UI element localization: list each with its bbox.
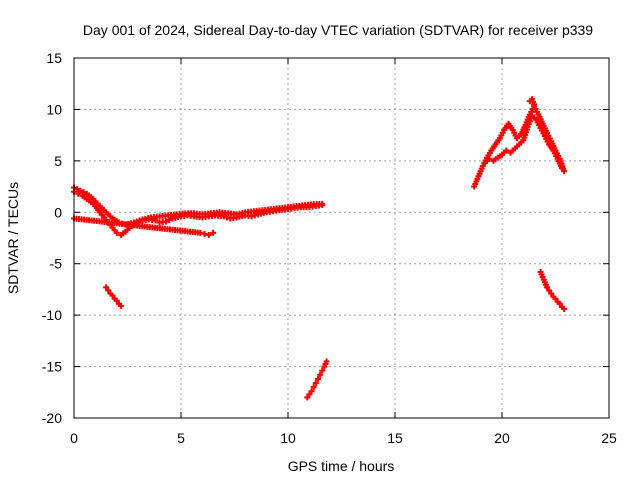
x-tick-label: 25 xyxy=(601,430,617,446)
data-point-arc-3 xyxy=(312,380,319,387)
data-point-arc-4 xyxy=(561,168,568,175)
data-point-arc-5 xyxy=(543,284,550,291)
data-point-arc-1 xyxy=(113,229,120,236)
data-point-arc-1-extra xyxy=(197,229,204,236)
axis-ticks xyxy=(73,57,610,419)
data-point-arc-3 xyxy=(310,384,317,391)
y-tick-label: 10 xyxy=(46,101,62,117)
data-marker-arc-1-upper xyxy=(80,189,87,196)
y-tick-label: -10 xyxy=(42,307,62,323)
data-markers xyxy=(71,96,568,401)
data-point-arc-2 xyxy=(109,292,116,299)
data-point-arc-1-extra xyxy=(210,229,217,236)
data-point-arc-2 xyxy=(118,302,125,309)
data-point-arc-4-inner xyxy=(503,147,510,154)
data-point-arc-3 xyxy=(317,371,324,378)
y-tick-label: 0 xyxy=(54,204,62,220)
data-point-arc-2 xyxy=(103,284,110,291)
y-axis-tick-labels: -20 -15 -10 -5 0 5 10 15 xyxy=(42,50,62,426)
x-tick-label: 15 xyxy=(387,430,403,446)
data-point-arc-1-upper xyxy=(319,201,326,208)
data-point-arc-1 xyxy=(220,213,227,220)
data-point-arc-1 xyxy=(163,218,170,225)
x-axis-label: GPS time / hours xyxy=(288,458,395,474)
data-point-arc-5 xyxy=(552,295,559,302)
data-point-arc-5 xyxy=(556,300,563,307)
data-point-arc-1-extra xyxy=(205,231,212,238)
y-tick-label: 5 xyxy=(54,153,62,169)
data-point-arc-3 xyxy=(308,388,315,395)
chart-title: Day 001 of 2024, Sidereal Day-to-day VTE… xyxy=(83,22,593,38)
data-point-arc-1 xyxy=(75,190,82,197)
data-point-arc-5 xyxy=(548,290,555,297)
y-axis-label: SDTVAR / TECUs xyxy=(5,182,21,294)
data-point-arc-3 xyxy=(304,394,311,401)
data-point-arc-4-spike xyxy=(531,101,538,108)
data-point-arc-4-inner xyxy=(558,165,565,172)
x-tick-label: 0 xyxy=(70,430,78,446)
data-point-arc-2 xyxy=(105,287,112,294)
data-marker-arc-1 xyxy=(166,217,173,223)
x-tick-label: 10 xyxy=(280,430,296,446)
data-point-arc-1-upper xyxy=(77,187,84,194)
data-point-arc-5 xyxy=(546,287,553,294)
y-tick-label: -20 xyxy=(42,410,62,426)
data-point-arc-1-extra xyxy=(201,230,208,237)
data-marker-arc-1 xyxy=(224,214,231,221)
x-tick-label: 20 xyxy=(494,430,510,446)
data-marker-arc-1-upper xyxy=(74,186,81,193)
data-marker-arc-1 xyxy=(251,212,258,219)
data-point-arc-3 xyxy=(314,375,321,382)
data-point-arc-3 xyxy=(319,367,326,374)
data-point-arc-2 xyxy=(113,297,120,304)
y-tick-label: 15 xyxy=(46,50,62,66)
y-tick-label: -5 xyxy=(50,256,63,272)
x-axis-tick-labels: 0 5 10 15 20 25 xyxy=(70,430,617,446)
data-point-arc-3 xyxy=(323,358,330,365)
plot-frame xyxy=(73,57,610,419)
data-point-arc-4-inner xyxy=(486,155,493,162)
data-point-arc-1 xyxy=(152,217,159,224)
data-point-arc-5 xyxy=(561,305,568,312)
x-tick-label: 5 xyxy=(177,430,185,446)
data-point-arc-3 xyxy=(306,391,313,398)
grid-lines xyxy=(74,58,609,418)
y-tick-label: -15 xyxy=(42,359,62,375)
